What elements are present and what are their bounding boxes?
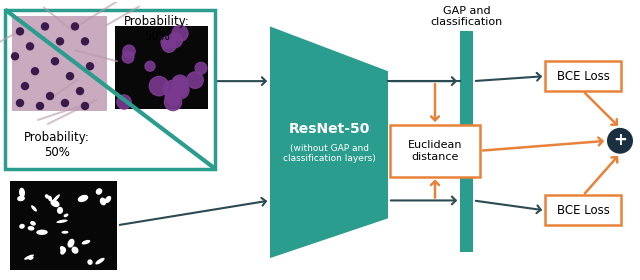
Text: BCE Loss: BCE Loss xyxy=(557,204,609,217)
Circle shape xyxy=(122,52,134,63)
FancyBboxPatch shape xyxy=(545,195,621,225)
Text: BCE Loss: BCE Loss xyxy=(557,70,609,83)
Circle shape xyxy=(51,58,58,65)
Circle shape xyxy=(26,43,33,50)
Circle shape xyxy=(187,72,204,88)
Text: (without GAP and
classification layers): (without GAP and classification layers) xyxy=(283,144,376,164)
Circle shape xyxy=(165,91,177,103)
Circle shape xyxy=(162,38,176,52)
Ellipse shape xyxy=(51,200,60,207)
Circle shape xyxy=(172,25,188,41)
Circle shape xyxy=(67,73,74,80)
Polygon shape xyxy=(270,26,388,258)
Ellipse shape xyxy=(28,226,35,230)
Ellipse shape xyxy=(61,231,68,234)
Ellipse shape xyxy=(52,194,60,203)
Circle shape xyxy=(195,62,207,74)
Ellipse shape xyxy=(95,258,105,264)
Circle shape xyxy=(123,45,135,57)
Circle shape xyxy=(161,36,173,48)
Circle shape xyxy=(145,61,155,71)
Text: Probability:
50%: Probability: 50% xyxy=(124,15,190,43)
Text: ResNet-50: ResNet-50 xyxy=(288,122,370,136)
FancyBboxPatch shape xyxy=(390,125,480,177)
Bar xyxy=(12,17,107,111)
Circle shape xyxy=(17,28,24,35)
Circle shape xyxy=(175,77,187,89)
Circle shape xyxy=(36,102,44,109)
Circle shape xyxy=(17,99,24,106)
Ellipse shape xyxy=(45,194,49,199)
Ellipse shape xyxy=(36,230,48,235)
Circle shape xyxy=(47,93,54,99)
Circle shape xyxy=(172,75,188,91)
Ellipse shape xyxy=(17,196,25,201)
Bar xyxy=(460,31,473,252)
Ellipse shape xyxy=(30,221,36,226)
Ellipse shape xyxy=(100,197,106,205)
Circle shape xyxy=(81,38,88,45)
Circle shape xyxy=(164,94,182,111)
Circle shape xyxy=(72,23,79,30)
Ellipse shape xyxy=(57,207,63,214)
Ellipse shape xyxy=(31,205,37,212)
FancyBboxPatch shape xyxy=(545,61,621,91)
Ellipse shape xyxy=(19,188,25,197)
Circle shape xyxy=(56,38,63,45)
Circle shape xyxy=(12,53,19,60)
Circle shape xyxy=(173,82,188,96)
Bar xyxy=(115,26,208,109)
Circle shape xyxy=(168,94,180,106)
Circle shape xyxy=(171,81,189,99)
Ellipse shape xyxy=(60,248,66,255)
Circle shape xyxy=(42,23,49,30)
Ellipse shape xyxy=(56,220,68,223)
Ellipse shape xyxy=(48,196,52,201)
Circle shape xyxy=(81,102,88,109)
Bar xyxy=(5,10,215,169)
Circle shape xyxy=(31,68,38,75)
Circle shape xyxy=(77,88,83,95)
Circle shape xyxy=(607,128,633,154)
Circle shape xyxy=(173,77,183,87)
Ellipse shape xyxy=(28,256,34,260)
Ellipse shape xyxy=(60,246,66,252)
Ellipse shape xyxy=(72,247,79,254)
Ellipse shape xyxy=(67,239,74,248)
Ellipse shape xyxy=(24,255,34,260)
Text: Euclidean
distance: Euclidean distance xyxy=(408,140,462,162)
Ellipse shape xyxy=(96,188,102,195)
Ellipse shape xyxy=(82,240,90,244)
Text: +: + xyxy=(613,131,627,149)
Circle shape xyxy=(86,63,93,70)
Circle shape xyxy=(61,99,68,106)
Ellipse shape xyxy=(105,196,111,203)
Text: Probability:
50%: Probability: 50% xyxy=(24,131,90,159)
Circle shape xyxy=(117,95,131,109)
Ellipse shape xyxy=(87,259,93,265)
Bar xyxy=(10,181,117,270)
Circle shape xyxy=(168,33,182,48)
Ellipse shape xyxy=(19,224,25,229)
Circle shape xyxy=(149,76,169,96)
Text: GAP and
classification: GAP and classification xyxy=(430,6,502,27)
Ellipse shape xyxy=(63,214,68,217)
Circle shape xyxy=(22,83,29,90)
Circle shape xyxy=(163,80,180,98)
Ellipse shape xyxy=(77,195,88,202)
